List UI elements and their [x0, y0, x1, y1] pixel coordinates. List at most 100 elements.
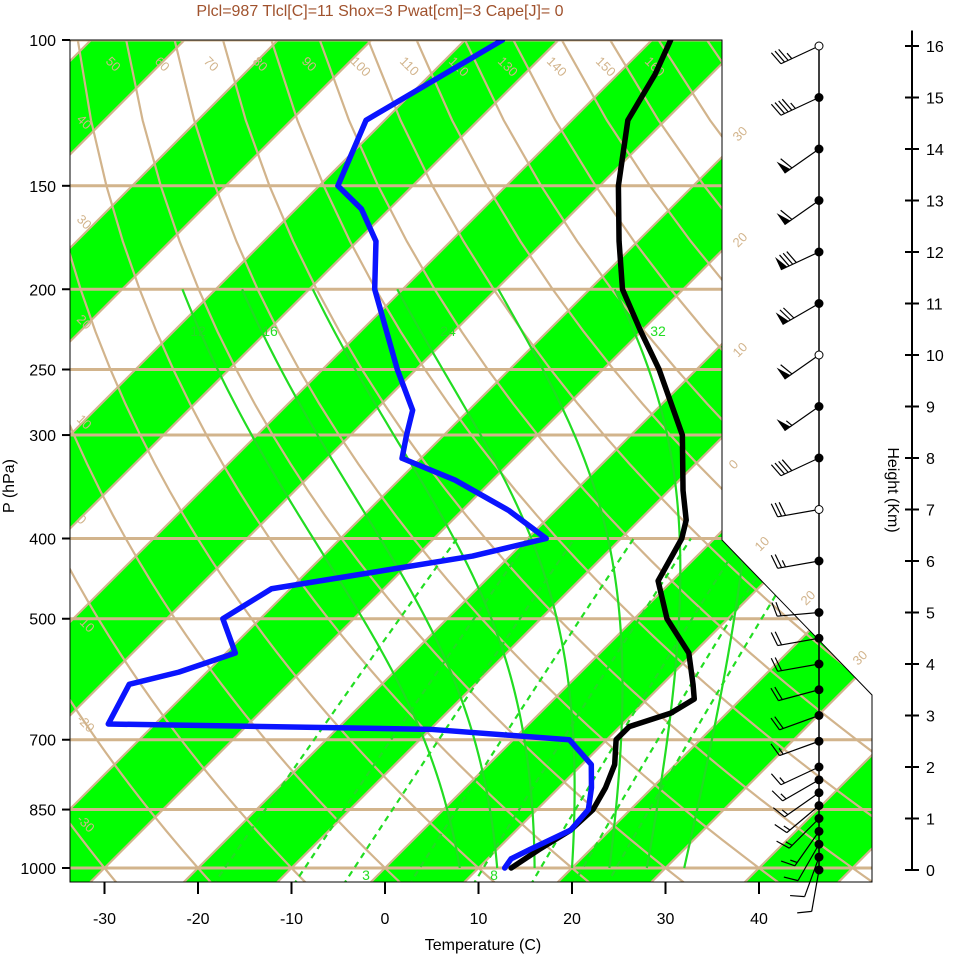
wind-level-dot — [814, 839, 824, 849]
height-tick-label: 6 — [926, 554, 935, 571]
height-tick-label: 5 — [926, 606, 935, 623]
wind-barb-full — [774, 686, 783, 700]
wind-barb-staff — [804, 856, 820, 897]
height-tick-label: 7 — [926, 503, 935, 520]
isotherm-line — [70, 40, 485, 882]
dry-adiabat-label: 70 — [201, 54, 222, 75]
wind-barb-staff — [782, 779, 820, 802]
dry-adiabat — [70, 40, 405, 882]
height-tick-label: 11 — [926, 297, 943, 314]
wind-barb-full — [771, 602, 778, 617]
wind-barb-full — [770, 632, 779, 646]
mixing-ratio-label: 8 — [490, 867, 498, 883]
wind-barb-full — [774, 102, 786, 114]
wind-level-dot — [814, 453, 824, 463]
wind-level-dot — [814, 826, 824, 836]
wind-barb-staff — [794, 831, 820, 867]
temperature-band — [70, 40, 872, 882]
right-edge-label: 10 — [752, 533, 773, 554]
wind-barb-full — [779, 309, 791, 321]
wind-barb-flag — [775, 257, 788, 270]
dry-adiabat — [70, 40, 215, 882]
wind-level-dot — [814, 814, 824, 823]
moist-adiabat — [311, 288, 536, 869]
wind-barb-full — [770, 464, 782, 477]
pressure-tick-label: 300 — [29, 428, 56, 445]
moist-adiabat-label: 24 — [440, 323, 456, 339]
wind-barb-full — [770, 717, 781, 731]
chart-title: Plcl=987 Tlcl[C]=11 Shox=3 Pwat[cm]=3 Ca… — [196, 3, 563, 20]
pressure-tick-label: 500 — [29, 612, 56, 629]
isotherm-line — [70, 40, 578, 882]
height-tick-label: 8 — [926, 451, 935, 468]
isotherm-line — [273, 40, 872, 882]
mixing-ratio-line — [571, 537, 782, 882]
temperature-profile — [508, 40, 698, 871]
dry-adiabat — [949, 40, 961, 886]
wind-barb-full — [781, 98, 793, 111]
wind-level-dot — [814, 865, 824, 875]
wind-level-dot — [814, 144, 824, 154]
temperature-band — [70, 40, 390, 882]
wind-barb-staff — [779, 714, 820, 731]
wind-barb-half — [781, 809, 789, 816]
isotherm-line — [647, 40, 872, 882]
wind-barb-half — [785, 841, 793, 846]
wind-barb-full — [778, 48, 789, 61]
mixing-ratio-line — [341, 537, 576, 882]
temperature-tick-label: 0 — [381, 911, 390, 928]
wind-barb-staff — [784, 792, 820, 818]
height-tick-label: 10 — [926, 348, 944, 365]
dry-adiabat — [463, 40, 872, 882]
dewpoint-profile — [105, 40, 595, 871]
wind-level-dot — [814, 788, 824, 798]
moist-adiabat — [396, 288, 576, 869]
wind-barb-full — [778, 100, 789, 113]
wind-level-dot — [814, 299, 824, 308]
dry-adiabat-label: 110 — [397, 54, 422, 79]
temperature-band — [0, 22, 16, 886]
mixing-ratio-line — [605, 537, 812, 882]
wind-barb-staff — [777, 637, 820, 647]
wind-barb-staff — [780, 457, 820, 477]
mixing-ratio-label: 3 — [362, 867, 370, 883]
isotherm-line — [553, 40, 872, 882]
dry-adiabat — [76, 40, 594, 882]
plot-area: 50 60 70 80 90 100 110 120 130 140 150 160403020100… — [0, 22, 961, 886]
wind-barb-full — [770, 554, 779, 569]
dry-adiabat-label: 140 — [544, 54, 570, 80]
wind-barb-full — [770, 103, 782, 116]
right-edge-label: 30 — [730, 123, 751, 144]
wind-barb-half — [783, 825, 791, 831]
wind-barb-staff — [780, 45, 820, 65]
moist-adiabat — [497, 288, 624, 869]
wind-barb-staff — [780, 766, 820, 786]
height-tick-label: 3 — [926, 709, 935, 726]
wind-level-dot — [814, 41, 824, 51]
dry-adiabat — [221, 40, 872, 882]
wind-barb-half — [781, 560, 787, 568]
wind-barb-staff — [777, 663, 820, 672]
wind-barb-full — [772, 807, 785, 818]
height-tick-label: 13 — [926, 194, 944, 211]
wind-barb-full — [770, 657, 779, 672]
wind-barb-full — [770, 687, 779, 701]
wind-level-dot — [814, 402, 824, 411]
wind-barb-full — [774, 462, 786, 475]
wind-barb-full — [771, 790, 784, 802]
temperature-band — [70, 40, 577, 882]
wind-level-dot — [814, 801, 824, 811]
wind-level-dot — [814, 505, 824, 514]
wind-barb-full — [778, 502, 787, 516]
temperature-band — [180, 40, 872, 882]
wind-barb-full — [774, 823, 788, 834]
temperature-tick-label: -30 — [93, 911, 116, 928]
wind-barb-full — [775, 601, 782, 617]
wind-barb-full — [770, 743, 781, 756]
wind-level-dot — [814, 247, 824, 257]
moist-adiabat — [181, 288, 461, 869]
mixing-ratio-line — [292, 537, 531, 882]
wind-barb-flag — [775, 312, 789, 325]
wind-barb-full — [774, 50, 786, 63]
